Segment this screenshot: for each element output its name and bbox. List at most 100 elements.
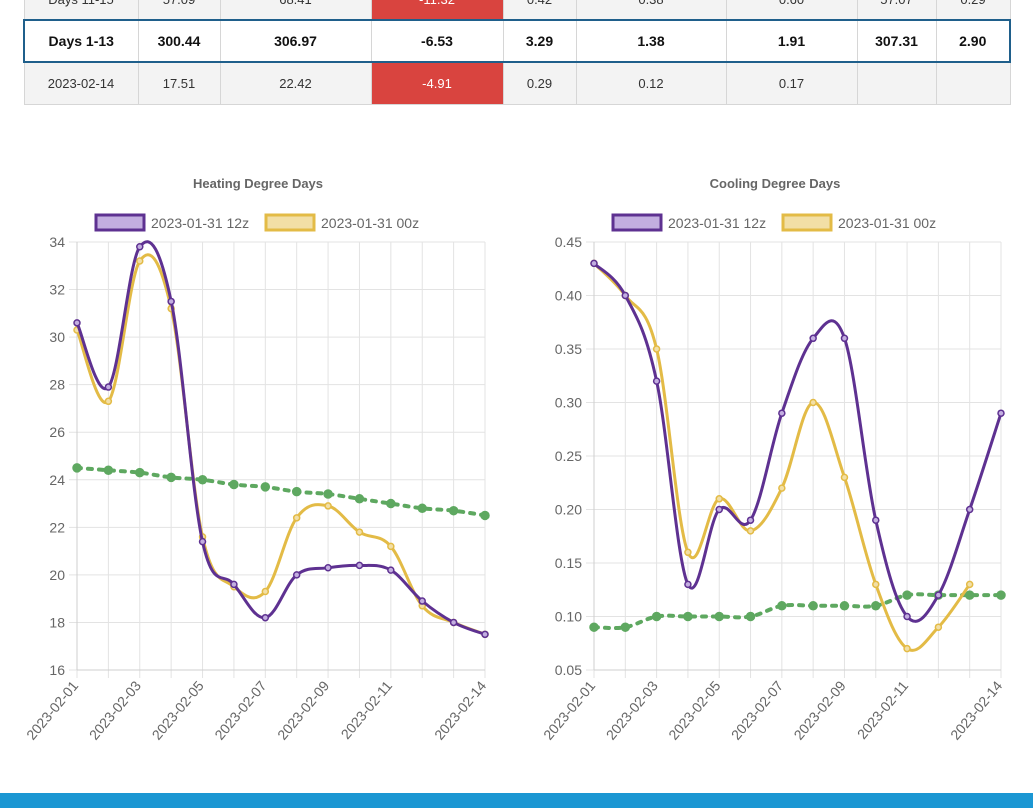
table-cell bbox=[856, 61, 937, 105]
data-point bbox=[261, 587, 270, 596]
chart-grid: 16 18 20 22 24 26 28 30 32 34 bbox=[49, 234, 486, 678]
y-tick-label: 0.45 bbox=[555, 234, 582, 250]
data-point bbox=[198, 537, 207, 546]
data-point bbox=[620, 622, 631, 632]
data-point bbox=[840, 334, 849, 343]
y-tick-label: 20 bbox=[49, 567, 65, 583]
x-tick-label: 2023-02-01 bbox=[23, 677, 81, 742]
chart-legend: 2023-01-31 12z 2023-01-31 00z bbox=[94, 213, 419, 232]
table-cell: -4.91 bbox=[370, 61, 504, 105]
series-line bbox=[592, 261, 1003, 623]
series-line bbox=[75, 240, 487, 636]
table-cell: 307.31 bbox=[856, 19, 937, 63]
data-point bbox=[166, 472, 176, 483]
chart-title: Heating Degree Days bbox=[193, 176, 323, 191]
x-tick-label: 2023-02-09 bbox=[274, 677, 332, 742]
data-point bbox=[903, 644, 911, 653]
y-tick-label: 26 bbox=[49, 424, 65, 440]
data-point bbox=[324, 502, 332, 510]
y-tick-label: 0.20 bbox=[555, 502, 582, 518]
footer-bar bbox=[0, 793, 1033, 808]
data-point bbox=[167, 297, 175, 306]
x-tick-label: 2023-02-03 bbox=[603, 677, 661, 742]
data-point bbox=[292, 514, 301, 522]
data-point bbox=[840, 473, 849, 482]
data-point bbox=[809, 334, 817, 343]
data-point bbox=[903, 612, 911, 621]
data-point bbox=[355, 528, 364, 536]
y-tick-label: 34 bbox=[49, 234, 65, 250]
data-point bbox=[230, 580, 238, 589]
y-tick-label: 18 bbox=[49, 614, 65, 630]
table-cell: 0.17 bbox=[725, 61, 858, 105]
data-point bbox=[621, 291, 630, 300]
table-cell: -6.53 bbox=[370, 19, 504, 63]
data-point bbox=[684, 548, 692, 557]
legend-label: 2023-01-31 00z bbox=[838, 215, 936, 231]
y-tick-label: 30 bbox=[49, 329, 65, 345]
y-tick-label: 0.15 bbox=[555, 555, 582, 571]
legend-swatch bbox=[264, 213, 316, 232]
data-point bbox=[72, 463, 82, 473]
data-point bbox=[745, 611, 756, 622]
data-point bbox=[324, 564, 332, 572]
y-tick-label: 22 bbox=[49, 519, 65, 535]
x-tick-label: 2023-02-03 bbox=[86, 677, 144, 742]
degree-days-table: Days 11-1557.0968.41-11.320.420.380.6057… bbox=[23, 0, 1011, 105]
data-point bbox=[103, 465, 114, 476]
data-point bbox=[136, 257, 144, 265]
x-tick-label: 2023-02-05 bbox=[149, 677, 207, 742]
data-point bbox=[354, 494, 365, 504]
y-tick-label: 16 bbox=[49, 662, 65, 678]
data-point bbox=[809, 398, 817, 407]
table-cell: 306.97 bbox=[219, 19, 372, 63]
y-tick-label: 0.25 bbox=[555, 448, 582, 464]
data-point bbox=[746, 516, 755, 524]
data-point bbox=[871, 601, 881, 611]
y-tick-label: 0.10 bbox=[555, 609, 582, 625]
data-point bbox=[997, 409, 1005, 417]
data-point bbox=[229, 479, 239, 490]
series-2023-01-31-12z bbox=[73, 240, 489, 639]
x-tick-label: 2023-02-11 bbox=[854, 677, 912, 742]
table-cell: 22.42 bbox=[219, 61, 372, 105]
table-cell: 17.51 bbox=[137, 61, 221, 105]
data-point bbox=[934, 623, 943, 631]
x-tick-label: 2023-02-07 bbox=[728, 677, 786, 742]
series-normal bbox=[72, 463, 490, 521]
table-cell: 57.07 bbox=[856, 0, 937, 21]
data-point bbox=[808, 601, 818, 611]
legend-label: 2023-01-31 12z bbox=[151, 215, 249, 231]
x-tick-label: 2023-02-09 bbox=[790, 677, 848, 742]
table-cell: 3.29 bbox=[502, 19, 577, 63]
table-cell: 0.29 bbox=[502, 61, 577, 105]
data-point bbox=[964, 590, 975, 600]
table-cell: 0.12 bbox=[575, 61, 727, 105]
data-point bbox=[777, 601, 787, 611]
table-cell: 0.38 bbox=[575, 0, 727, 21]
data-point bbox=[104, 383, 113, 391]
legend-label: 2023-01-31 00z bbox=[321, 215, 419, 231]
degree-days-table-wrapper: Days 11-1557.0968.41-11.320.420.380.6057… bbox=[23, 0, 1011, 105]
table-cell bbox=[935, 61, 1011, 105]
y-tick-label: 28 bbox=[49, 377, 65, 393]
data-point bbox=[135, 467, 145, 478]
table-row: 2023-02-14 17.51 22.42 -4.91 0.29 0.12 0.17 bbox=[23, 61, 1011, 105]
table-row: Days 11-1557.0968.41-11.320.420.380.6057… bbox=[23, 0, 1011, 21]
data-point bbox=[684, 580, 692, 589]
table-cell: 300.44 bbox=[137, 19, 221, 63]
series-2023-01-31-00z bbox=[73, 253, 489, 639]
data-point bbox=[651, 611, 662, 622]
data-point bbox=[387, 566, 395, 574]
data-point bbox=[589, 622, 599, 632]
data-point bbox=[449, 618, 458, 627]
data-point bbox=[292, 571, 301, 579]
data-point bbox=[590, 259, 598, 268]
x-tick-label: 2023-02-01 bbox=[540, 677, 598, 742]
series-normal bbox=[589, 590, 1006, 632]
data-point bbox=[872, 580, 880, 589]
data-point bbox=[323, 489, 333, 499]
y-tick-label: 0.40 bbox=[555, 288, 582, 304]
data-point bbox=[73, 319, 81, 327]
